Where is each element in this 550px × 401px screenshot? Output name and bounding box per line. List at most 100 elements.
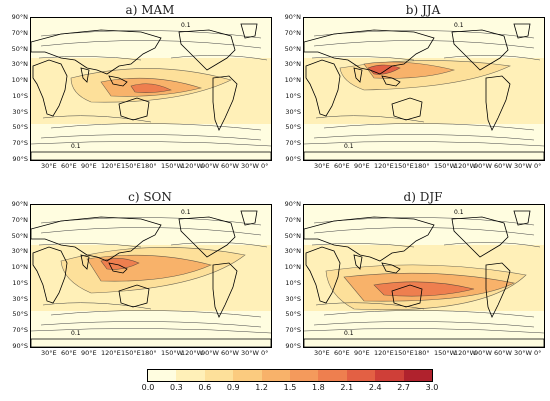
lon-label: 30°W [514, 162, 532, 170]
lat-label: 10°S [285, 278, 301, 287]
lon-label: 150°E [394, 162, 414, 170]
colorbar-swatch [233, 370, 262, 381]
colorbar-swatch [375, 370, 404, 381]
lat-label: 50°S [285, 123, 301, 132]
lon-label: 90°E [81, 349, 97, 357]
colorbar-tick: 1.2 [255, 383, 268, 392]
contour-label: 0.1 [454, 209, 464, 216]
colorbar-tick: 0.9 [226, 383, 240, 392]
lat-label: 30°S [12, 294, 28, 303]
lat-label: 70°S [12, 326, 28, 335]
lon-label: 0° [534, 162, 542, 170]
colorbar-swatch [261, 370, 291, 381]
lon-label: 30°W [241, 349, 259, 357]
lat-label: 90°S [285, 342, 301, 350]
colorbar-swatch [290, 370, 319, 381]
lon-label: 30°E [314, 349, 330, 357]
lon-label: 60°E [61, 162, 77, 170]
lat-label: 90°N [11, 13, 28, 21]
lat-label: 30°N [11, 247, 28, 256]
lon-label: 120°W [181, 349, 204, 357]
lat-label: 30°N [284, 247, 301, 256]
lat-label: 10°S [12, 278, 28, 287]
lon-label: 0° [261, 349, 269, 357]
lat-label: 30°S [285, 294, 301, 303]
contour-label: 0.1 [454, 22, 464, 29]
lat-label: 90°S [12, 155, 28, 163]
contour-label: 0.1 [344, 143, 354, 150]
lon-label: 90°E [81, 162, 97, 170]
colorbar-tick: 0.6 [198, 383, 212, 392]
lat-label: 90°N [11, 200, 28, 208]
lat-label: 30°S [285, 107, 301, 116]
lon-label: 60°E [334, 162, 350, 170]
lat-label: 10°N [11, 76, 28, 85]
lat-label: 10°S [285, 91, 301, 100]
map-canvas: 0.1 0.1 [304, 205, 544, 347]
map-canvas: 0.1 0.1 [304, 18, 544, 160]
map-djf: 0.1 0.1 [303, 204, 545, 348]
lat-label: 10°N [11, 263, 28, 272]
lat-label: 70°N [284, 28, 301, 37]
lon-label: 30°W [514, 349, 532, 357]
lat-label: 50°N [284, 44, 301, 53]
colorbar-swatch [176, 370, 205, 381]
lon-label: 120°E [101, 349, 121, 357]
colorbar-tick: 1.8 [312, 383, 325, 392]
lon-label: 180° [414, 162, 430, 170]
contour-label: 0.1 [181, 22, 191, 29]
lon-label: 60°W [221, 349, 239, 357]
contour-label: 0.1 [71, 330, 81, 337]
lat-label: 90°S [12, 342, 28, 350]
lat-label: 10°S [12, 91, 28, 100]
lat-label: 10°N [284, 263, 301, 272]
lat-label: 50°S [285, 310, 301, 319]
lon-label: 150°E [121, 162, 141, 170]
lat-label: 70°S [285, 326, 301, 335]
lat-label: 70°N [284, 215, 301, 224]
lon-label: 180° [414, 349, 430, 357]
colorbar-swatch [148, 370, 177, 381]
colorbar-swatch [346, 370, 376, 381]
lon-label: 60°E [334, 349, 350, 357]
lon-label: 180° [141, 162, 157, 170]
colorbar-swatch [204, 370, 234, 381]
lat-label: 90°N [284, 200, 301, 208]
lon-label: 150°W [161, 162, 184, 170]
lon-label: 120°W [454, 349, 477, 357]
lon-label: 90°W [474, 349, 492, 357]
lat-label: 50°S [12, 310, 28, 319]
lon-label: 120°E [374, 349, 394, 357]
lon-label: 150°E [121, 349, 141, 357]
contour-label: 0.1 [71, 143, 81, 150]
lon-label: 60°W [494, 349, 512, 357]
lat-label: 10°N [284, 76, 301, 85]
lon-label: 150°W [161, 349, 184, 357]
contour-label: 0.1 [181, 209, 191, 216]
panel-title: b) JJA [405, 3, 441, 17]
lon-label: 30°E [41, 349, 57, 357]
lon-label: 30°E [314, 162, 330, 170]
map-mam: 0.1 0.1 [30, 17, 272, 161]
lon-label: 150°E [394, 349, 414, 357]
map-canvas: 0.1 0.1 [31, 205, 271, 347]
panel-title: a) MAM [125, 3, 175, 17]
lon-label: 90°W [201, 162, 219, 170]
colorbar-tick: 2.1 [340, 383, 354, 392]
contour-label: 0.1 [344, 330, 354, 337]
colorbar-swatch [318, 370, 347, 381]
colorbar-tick: 0.0 [141, 383, 155, 392]
colorbar [147, 369, 433, 382]
lon-label: 90°E [354, 162, 370, 170]
lat-label: 50°S [12, 123, 28, 132]
lon-label: 90°W [201, 349, 219, 357]
lon-label: 150°W [434, 162, 457, 170]
colorbar-tick: 2.7 [397, 383, 410, 392]
colorbar-tick: 2.4 [368, 383, 382, 392]
lon-label: 0° [261, 162, 269, 170]
colorbar-swatch [403, 370, 433, 381]
lat-label: 70°S [12, 139, 28, 148]
lon-label: 0° [534, 349, 542, 357]
map-canvas: 0.1 0.1 [31, 18, 271, 160]
lon-label: 60°E [61, 349, 77, 357]
